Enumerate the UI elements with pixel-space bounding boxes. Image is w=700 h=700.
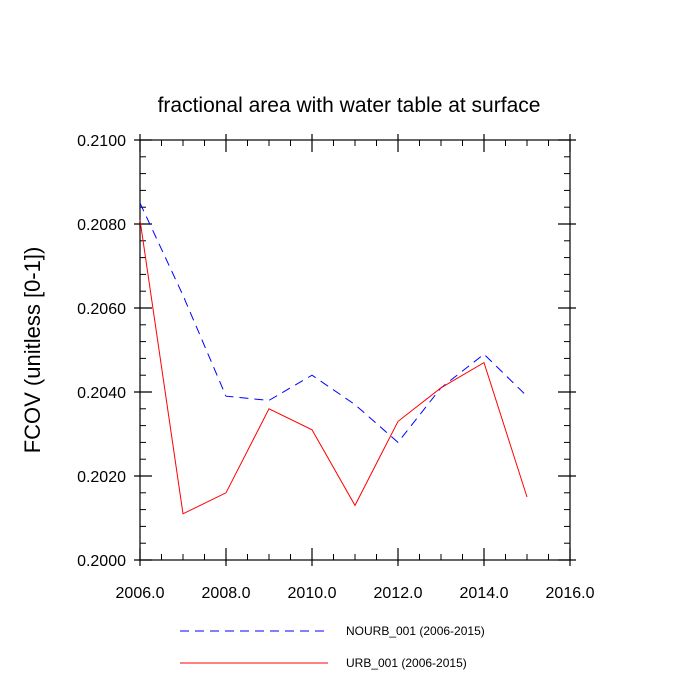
y-tick-label: 0.2100 <box>77 133 126 150</box>
x-tick-label: 2010.0 <box>288 585 337 602</box>
y-tick-label: 0.2000 <box>77 553 126 570</box>
x-tick-label: 2016.0 <box>546 585 595 602</box>
series-line-urb-001 <box>139 219 528 515</box>
y-tick-label: 0.2060 <box>77 301 126 318</box>
plot-frame <box>139 139 571 561</box>
y-tick-label: 0.2020 <box>77 469 126 486</box>
x-tick-label: 2006.0 <box>116 585 165 602</box>
y-tick-label: 0.2040 <box>77 385 126 402</box>
x-tick-label: 2012.0 <box>374 585 423 602</box>
legend-label: NOURB_001 (2006-2015) <box>346 624 485 638</box>
series-line-nourb-001 <box>139 202 528 444</box>
y-tick-label: 0.2080 <box>77 217 126 234</box>
y-axis-label: FCOV (unitless [0-1]) <box>20 247 45 454</box>
legend-label: URB_001 (2006-2015) <box>346 656 467 670</box>
x-tick-label: 2008.0 <box>202 585 251 602</box>
x-tick-label: 2014.0 <box>460 585 509 602</box>
chart-title: fractional area with water table at surf… <box>158 94 541 117</box>
